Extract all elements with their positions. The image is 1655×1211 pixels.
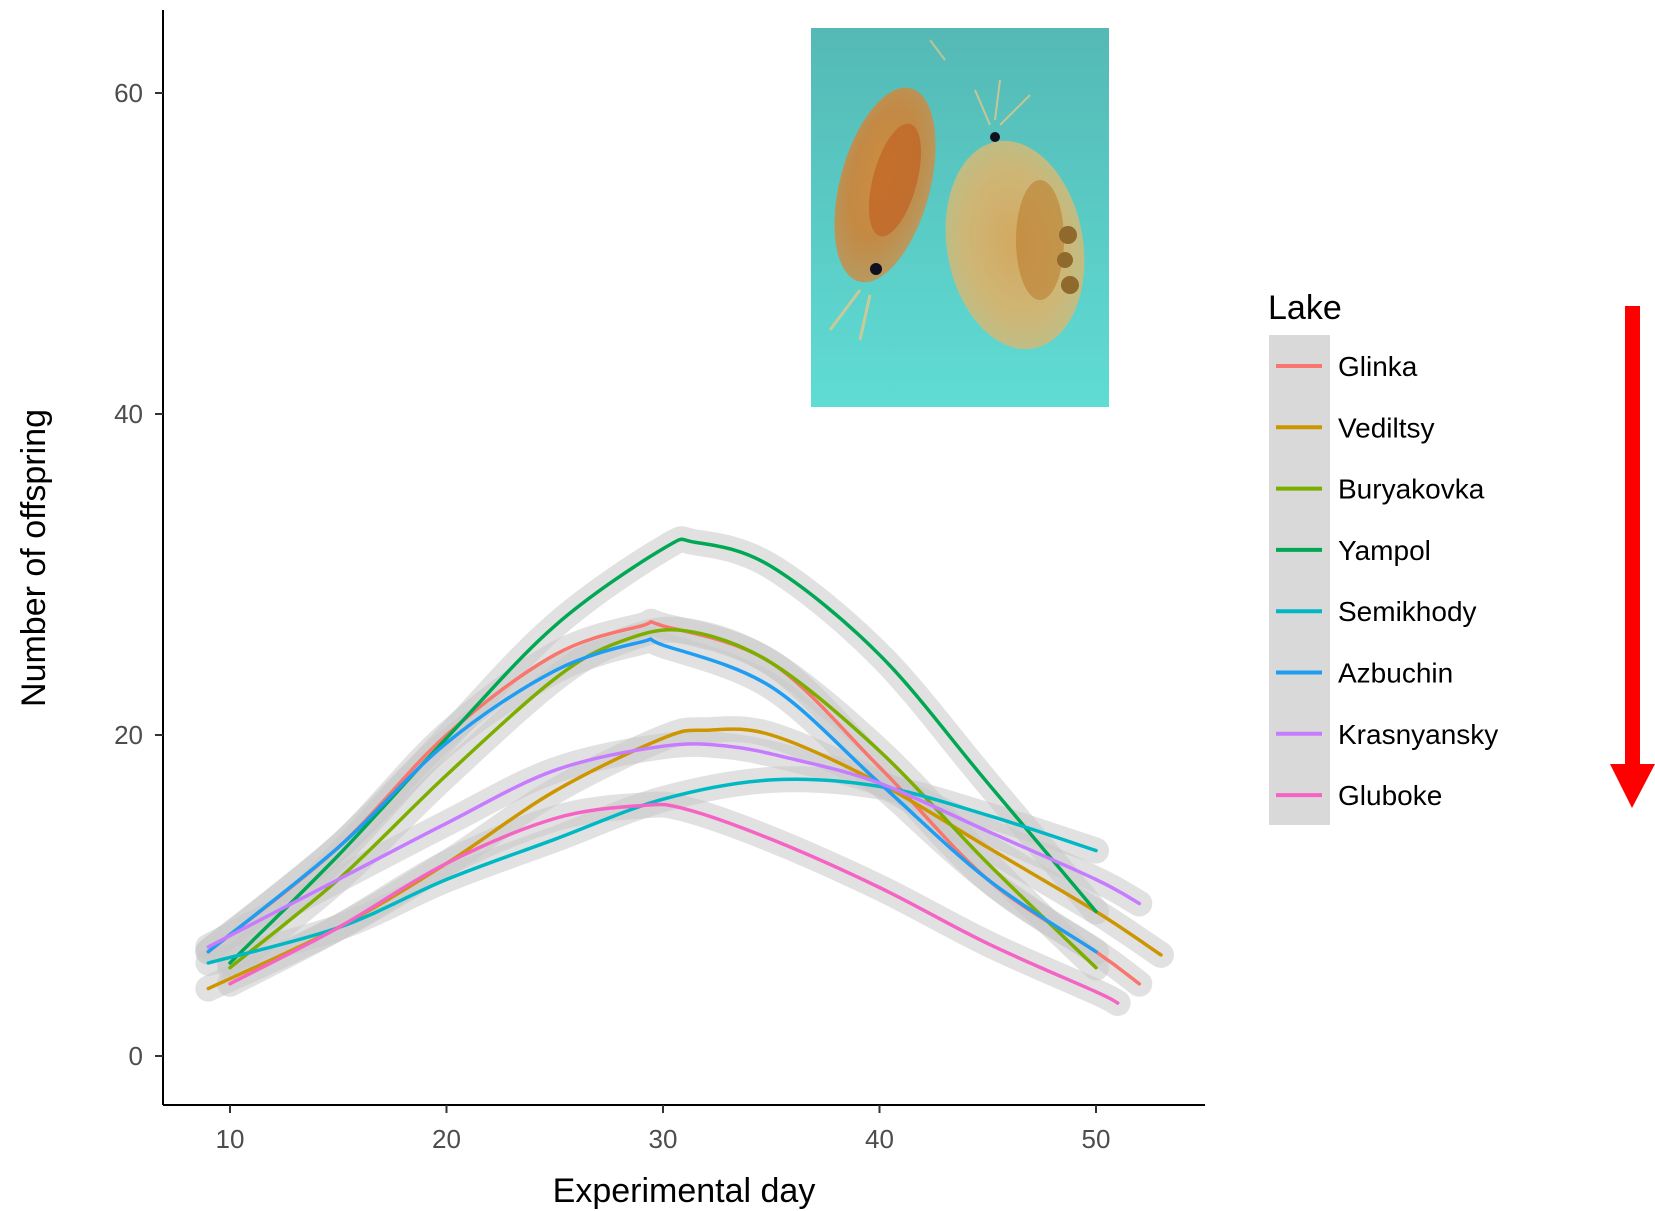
legend-label-glinka: Glinka xyxy=(1338,351,1418,382)
series-lines xyxy=(206,537,1163,1005)
series-line-buryakovka xyxy=(228,628,1098,970)
x-axis-ticks: 10 20 30 40 50 xyxy=(216,1105,1111,1154)
series-line-krasnyansky xyxy=(206,742,1142,949)
y-tick-label: 60 xyxy=(114,78,143,108)
legend-label-vediltsy: Vediltsy xyxy=(1338,412,1435,443)
legend-key-background xyxy=(1269,335,1330,825)
legend-label-azbuchin: Azbuchin xyxy=(1338,658,1453,689)
x-tick-label: 50 xyxy=(1082,1124,1111,1154)
confidence-bands xyxy=(195,526,1174,1016)
series-line-gluboke xyxy=(228,802,1120,1005)
x-tick-label: 40 xyxy=(865,1124,894,1154)
x-tick-label: 30 xyxy=(649,1124,678,1154)
y-tick-label: 20 xyxy=(114,720,143,750)
y-tick-label: 0 xyxy=(129,1041,143,1071)
y-tick-label: 40 xyxy=(114,399,143,429)
legend-label-gluboke: Gluboke xyxy=(1338,780,1442,811)
legend-title: Lake xyxy=(1268,289,1342,327)
legend-label-buryakovka: Buryakovka xyxy=(1338,474,1485,505)
legend: Glinka Vediltsy Buryakovka Yampol Semikhody A… xyxy=(1276,351,1498,811)
legend-label-yampol: Yampol xyxy=(1338,535,1431,566)
series-line-semikhody xyxy=(206,777,1098,965)
daphnia-photo xyxy=(811,28,1109,407)
series-line-yampol xyxy=(228,537,1098,965)
down-arrow-icon xyxy=(1610,306,1655,808)
series-line-vediltsy xyxy=(206,727,1163,991)
legend-label-semikhody: Semikhody xyxy=(1338,596,1477,627)
x-tick-label: 20 xyxy=(432,1124,461,1154)
legend-label-krasnyansky: Krasnyansky xyxy=(1338,719,1498,750)
x-tick-label: 10 xyxy=(216,1124,245,1154)
y-axis-ticks: 0 20 40 60 xyxy=(114,78,163,1071)
y-axis-title: Number of offspring xyxy=(15,409,53,707)
x-axis-title: Experimental day xyxy=(553,1172,816,1210)
series-line-azbuchin xyxy=(206,637,1098,954)
